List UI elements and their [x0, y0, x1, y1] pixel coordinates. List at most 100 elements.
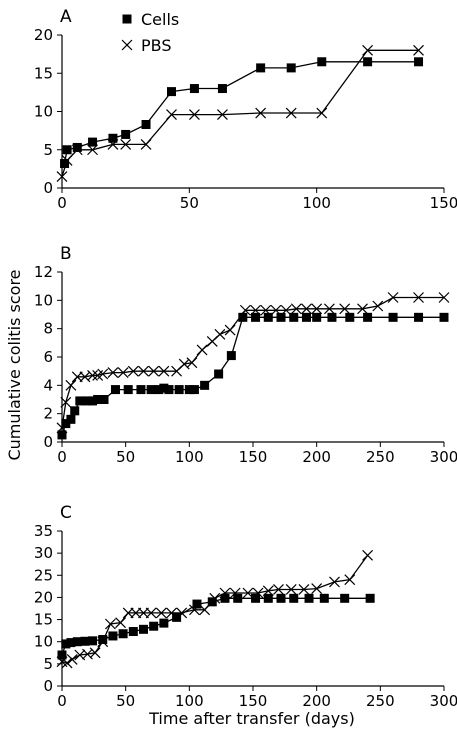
x-tick-label: 100	[302, 194, 331, 212]
data-point-cross	[138, 365, 149, 377]
x-tick-label: 100	[175, 448, 204, 466]
data-point-cross	[316, 107, 328, 119]
data-point-square	[200, 380, 210, 390]
data-point-square	[123, 385, 133, 395]
data-point-cross	[127, 365, 139, 377]
data-point-square	[217, 84, 227, 94]
data-point-square	[98, 635, 108, 644]
data-point-cross	[323, 303, 335, 315]
data-point-cross	[155, 607, 167, 619]
data-point-cross	[438, 292, 450, 303]
data-point-square	[80, 636, 90, 646]
data-point-cross	[97, 368, 109, 380]
data-point-square	[363, 312, 373, 322]
data-point-square	[192, 599, 202, 609]
data-point-cross	[176, 607, 188, 619]
x-tick-label: 100	[175, 692, 204, 710]
data-point-square	[189, 385, 199, 395]
data-point-square	[141, 120, 151, 130]
data-point-cross	[60, 396, 72, 408]
panel-label: C	[60, 503, 72, 523]
data-point-square	[340, 593, 350, 603]
data-point-cross	[242, 587, 254, 599]
data-point-cross	[339, 303, 351, 315]
series-line-pbs	[61, 555, 369, 664]
series-pbs	[56, 44, 424, 182]
data-point-square	[220, 593, 230, 603]
data-point-cross	[357, 303, 368, 315]
data-point-square	[159, 383, 169, 393]
data-point-cross	[280, 304, 292, 316]
data-point-cross	[115, 617, 126, 629]
data-point-cross	[130, 607, 142, 619]
data-point-cross	[224, 324, 236, 336]
x-tick-label: 0	[57, 692, 67, 710]
data-point-cross	[387, 292, 399, 303]
y-tick-label: 10	[34, 103, 53, 121]
data-point-square	[72, 142, 82, 152]
data-point-square	[214, 369, 224, 379]
data-point-cross	[120, 138, 132, 150]
data-point-cross	[166, 109, 177, 120]
legend: Cells PBS	[121, 10, 179, 55]
x-tick-label: 50	[116, 448, 135, 466]
data-point-square	[414, 312, 424, 322]
data-point-cross	[229, 587, 241, 599]
series-pbs	[56, 549, 374, 669]
data-point-square	[289, 312, 299, 322]
data-point-square	[82, 396, 92, 406]
data-point-square	[93, 395, 103, 404]
data-point-cross	[186, 357, 198, 369]
x-tick-label: 250	[366, 448, 395, 466]
data-point-cross	[285, 584, 297, 595]
data-point-square	[184, 385, 194, 395]
data-point-square	[233, 593, 243, 603]
data-point-square	[66, 638, 76, 648]
y-tick-label: 8	[43, 320, 53, 338]
x-tick-label: 200	[302, 448, 331, 466]
data-point-cross	[189, 109, 200, 120]
data-point-cross	[189, 604, 200, 616]
data-point-square	[128, 627, 138, 637]
data-point-square	[57, 650, 67, 660]
data-point-square	[263, 312, 273, 322]
data-point-square	[149, 621, 159, 631]
data-point-square	[159, 618, 169, 628]
y-tick-label: 4	[43, 376, 53, 394]
data-point-square	[251, 312, 261, 322]
data-point-cross	[56, 171, 68, 182]
data-point-square	[276, 312, 286, 322]
x-tick-label: 150	[430, 194, 457, 212]
data-point-cross	[372, 300, 384, 312]
data-point-cross	[61, 155, 73, 166]
data-point-square	[118, 629, 128, 639]
data-point-square	[189, 84, 199, 94]
data-point-square	[61, 639, 71, 649]
data-point-square	[304, 593, 314, 603]
data-point-square	[365, 593, 375, 603]
data-point-cross	[122, 607, 134, 619]
data-point-cross	[217, 109, 228, 120]
data-point-square	[108, 133, 118, 143]
data-point-cross	[107, 367, 119, 379]
data-point-square	[154, 385, 164, 395]
data-point-cross	[158, 365, 170, 377]
y-tick-label: 20	[34, 26, 53, 44]
y-tick-label: 10	[34, 291, 53, 309]
data-point-square	[57, 430, 67, 440]
y-tick-label: 15	[34, 64, 53, 82]
data-point-square	[75, 396, 85, 406]
data-point-cross	[66, 654, 78, 665]
y-tick-label: 0	[43, 433, 53, 451]
panel-a: A 0 5 10 15 20 0 50 100 150 Cells PBS	[34, 7, 457, 212]
y-tick-label: 20	[34, 588, 53, 606]
series-pbs	[56, 292, 450, 434]
data-point-cross	[329, 576, 340, 588]
data-point-cross	[219, 587, 231, 599]
data-point-square	[286, 63, 296, 73]
data-point-square	[99, 395, 109, 404]
data-point-cross	[61, 657, 73, 669]
x-tick-label: 0	[57, 448, 67, 466]
